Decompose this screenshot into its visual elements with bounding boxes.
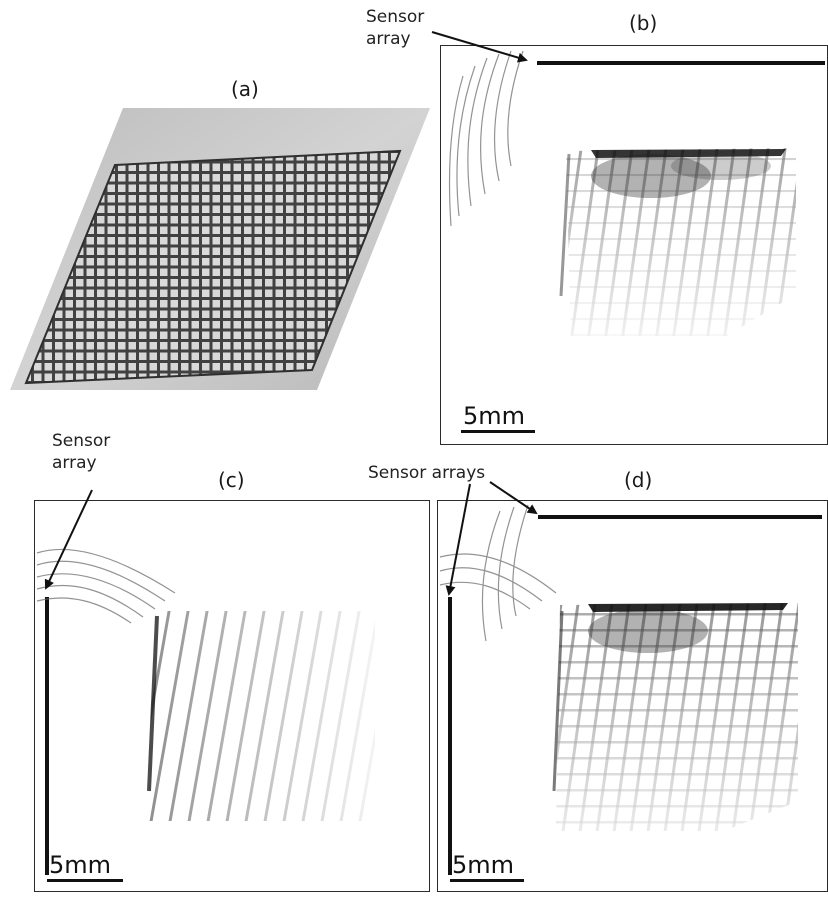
panel-c-reconstruction: 5mm — [34, 500, 430, 892]
panel-d-reconstruction: 5mm — [437, 500, 828, 892]
sensor-arrays-arrow-d-top — [489, 481, 538, 515]
reconstruction-image-c — [36, 548, 375, 875]
scale-bar-label-b: 5mm — [463, 402, 526, 430]
panel-a-label: (a) — [231, 77, 259, 101]
scale-bar-label-c: 5mm — [49, 851, 112, 879]
scale-bar-b — [461, 430, 535, 433]
sensor-array-annotation-b: Sensor array — [366, 7, 425, 50]
scale-bar-label-d: 5mm — [452, 851, 515, 879]
grid-phantom-photo — [10, 108, 430, 390]
sensor-array-arrow-b — [431, 31, 528, 63]
reconstruction-image-d — [439, 504, 822, 875]
scale-bar-d — [450, 879, 524, 882]
panel-d-label: (d) — [624, 468, 653, 492]
sensor-arrays-annotation-d: Sensor arrays — [368, 463, 486, 483]
panel-c-label: (c) — [218, 468, 245, 492]
sensor-array-annotation-c: Sensor array — [52, 431, 111, 474]
reconstruction-image-b — [448, 50, 825, 336]
sensor-array-arrow-c — [44, 489, 93, 590]
scale-bar-c — [47, 879, 123, 882]
sensor-arrays-arrow-d-left — [445, 483, 471, 596]
panel-b-label: (b) — [629, 11, 658, 35]
panel-b-reconstruction: 5mm — [440, 45, 828, 445]
